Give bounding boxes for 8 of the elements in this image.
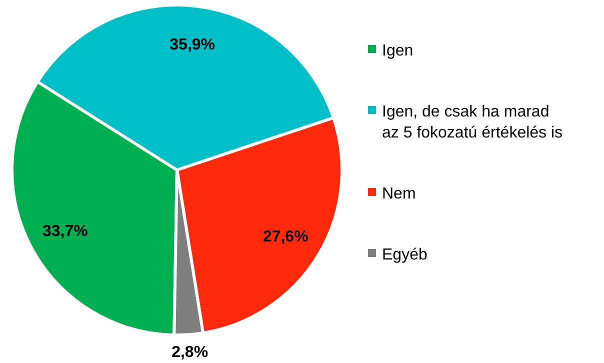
legend-label: Egyéb [382,246,428,264]
legend-label: Nem [382,186,416,203]
data-label: 33,7% [42,222,88,240]
legend-label: Igen, de csak ha marad az 5 fokozatú értékelés is [382,104,563,142]
data-label: 27,6% [262,228,308,246]
legend-label: Igen [382,42,414,60]
data-label: 35,9% [170,36,216,54]
data-label: 2,8% [172,344,208,362]
